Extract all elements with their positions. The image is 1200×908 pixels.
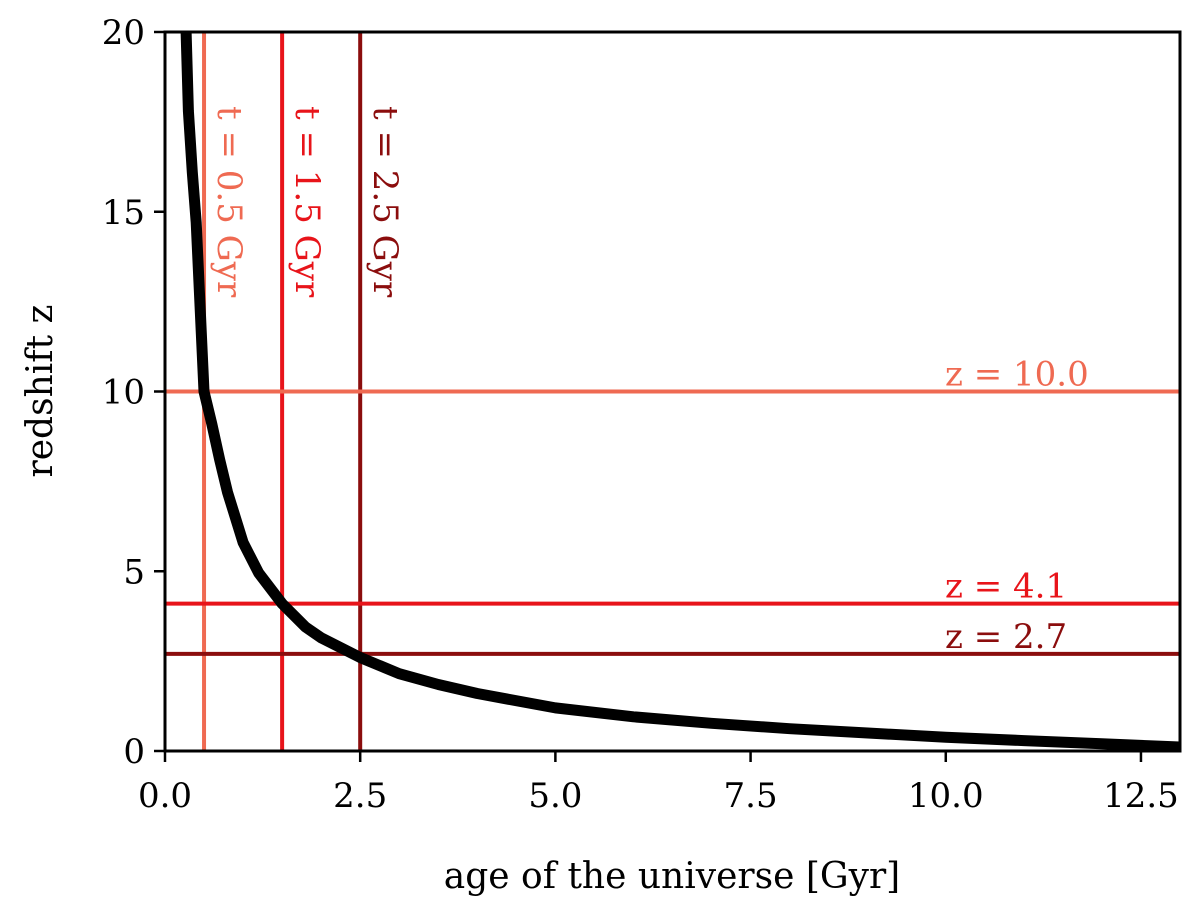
x-axis-ticks: 0.0 2.5 5.0 7.5 10.0 12.5 [138,751,1179,816]
y-tick-label-3: 15 [102,193,145,233]
hline-label-0: z = 10.0 [945,355,1089,395]
x-tick-label-0: 0.0 [138,776,192,816]
y-tick-label-4: 20 [102,13,145,53]
y-tick-label-0: 0 [123,732,145,772]
vline-label-0: t = 0.5 Gyr [209,106,249,298]
y-axis-title: redshift z [20,305,61,478]
horizontal-reference-lines [165,389,1180,656]
vline-label-2: t = 2.5 Gyr [365,106,405,298]
series-line-0 [180,32,1180,751]
vline-label-1: t = 1.5 Gyr [287,106,327,298]
y-axis-ticks: 0 5 10 15 20 [102,13,165,772]
x-tick-label-3: 7.5 [724,776,778,816]
x-tick-label-5: 12.5 [1103,776,1179,816]
hline-label-2: z = 2.7 [945,617,1067,657]
y-tick-label-2: 10 [102,373,145,413]
redshift-curve-series [180,32,1180,751]
x-tick-label-4: 10.0 [908,776,984,816]
x-tick-label-1: 2.5 [333,776,387,816]
hline-label-1: z = 4.1 [945,567,1067,607]
x-axis-title: age of the universe [Gyr] [444,856,900,897]
x-tick-label-2: 5.0 [528,776,582,816]
annotations: t = 0.5 Gyr t = 1.5 Gyr t = 2.5 Gyr z = 10.… [209,106,1089,657]
y-tick-label-1: 5 [123,552,145,592]
